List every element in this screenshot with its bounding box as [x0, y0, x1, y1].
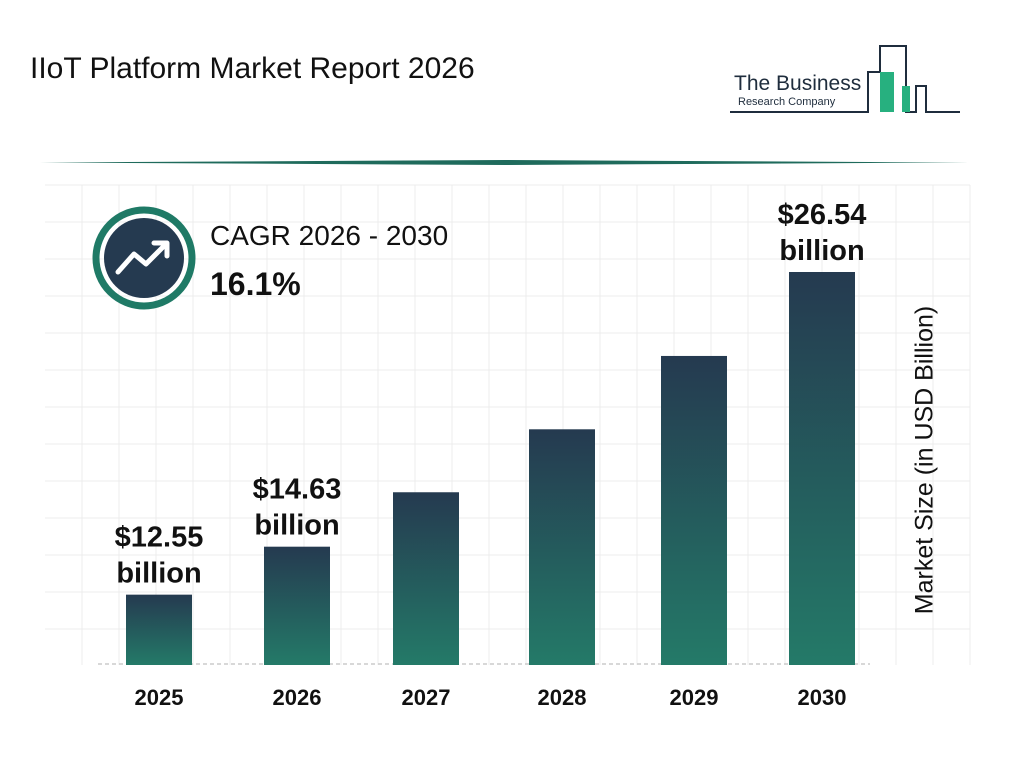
data-label-value: $12.55 [115, 522, 204, 554]
logo-text-line1: The Business [734, 72, 862, 95]
data-label-value: $26.54 [778, 199, 867, 231]
bar-2026 [264, 546, 330, 665]
y-axis-label: Market Size (in USD Billion) [910, 305, 939, 615]
x-tick-label: 2026 [273, 685, 322, 710]
bar-2027 [393, 492, 459, 665]
cagr-value: 16.1% [210, 266, 301, 302]
bar-2028 [529, 429, 595, 665]
data-label-unit: billion [254, 510, 339, 542]
cagr-badge [92, 206, 196, 310]
logo-buildings-icon [730, 45, 960, 113]
x-tick-label: 2027 [402, 685, 451, 710]
data-label-unit: billion [779, 235, 864, 267]
data-label-value: $14.63 [253, 474, 342, 506]
logo-text-line2: Research Company [738, 96, 836, 108]
x-tick-label: 2030 [798, 685, 847, 710]
x-tick-label: 2029 [670, 685, 719, 710]
bar-2029 [661, 355, 727, 665]
company-logo: The Business Research Company [730, 44, 965, 116]
trend-up-icon [115, 240, 170, 275]
bar-2030 [789, 272, 855, 665]
cagr-label: CAGR 2026 - 2030 [210, 220, 449, 251]
bar-2025 [126, 594, 192, 665]
x-tick-label: 2025 [135, 685, 184, 710]
page-title: IIoT Platform Market Report 2026 [30, 52, 475, 85]
x-tick-label: 2028 [538, 685, 587, 710]
header-divider [40, 160, 970, 165]
data-label-unit: billion [116, 558, 201, 590]
